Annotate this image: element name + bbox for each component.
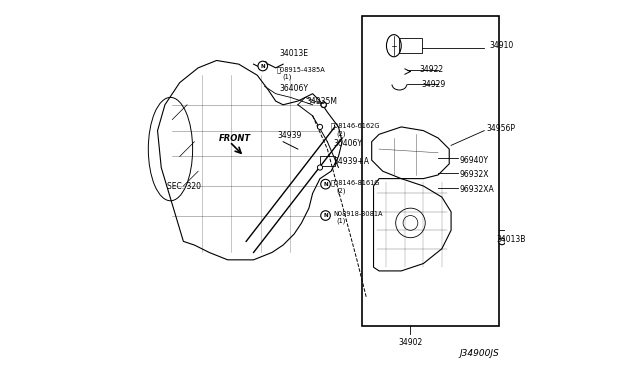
Text: (1): (1) (282, 74, 292, 80)
Text: 34910: 34910 (490, 41, 514, 50)
Text: 34929: 34929 (421, 80, 445, 89)
Text: N08918-3081A: N08918-3081A (333, 211, 383, 217)
Text: 34902: 34902 (398, 339, 422, 347)
Text: ⓝ08146-8161G: ⓝ08146-8161G (330, 180, 380, 186)
Text: 34939: 34939 (278, 131, 302, 140)
Circle shape (321, 179, 330, 189)
Text: SEC. 320: SEC. 320 (167, 182, 201, 191)
Bar (399, 38, 422, 53)
Circle shape (258, 61, 268, 71)
Text: (2): (2) (336, 187, 346, 194)
Circle shape (262, 62, 268, 67)
Text: 34922: 34922 (420, 65, 444, 74)
Text: 36406Y: 36406Y (333, 139, 362, 148)
Text: J34900JS: J34900JS (460, 350, 499, 359)
Text: 96932X: 96932X (460, 170, 489, 179)
Text: 36406Y: 36406Y (280, 84, 308, 93)
Bar (320, 157, 335, 166)
Text: ⓝ08915-4385A: ⓝ08915-4385A (277, 66, 326, 73)
Text: 34939+A: 34939+A (333, 157, 369, 166)
Circle shape (499, 238, 506, 245)
Text: 96932XA: 96932XA (460, 185, 494, 194)
Circle shape (317, 124, 323, 129)
Text: 34013B: 34013B (497, 235, 526, 244)
Text: N: N (323, 182, 328, 187)
Text: 96940Y: 96940Y (460, 155, 488, 165)
Text: ⓝ08146-6162G: ⓝ08146-6162G (330, 123, 380, 129)
Text: FRONT: FRONT (218, 134, 251, 142)
Text: 34956P: 34956P (487, 124, 516, 133)
Text: (2): (2) (336, 130, 346, 137)
Text: N: N (323, 213, 328, 218)
Text: N: N (260, 64, 265, 68)
Text: 34013E: 34013E (280, 49, 308, 58)
Circle shape (321, 211, 330, 220)
Circle shape (321, 102, 326, 108)
Bar (362, 16, 499, 326)
Text: 34935M: 34935M (306, 97, 337, 106)
Circle shape (317, 165, 323, 170)
Text: (1): (1) (336, 218, 345, 224)
